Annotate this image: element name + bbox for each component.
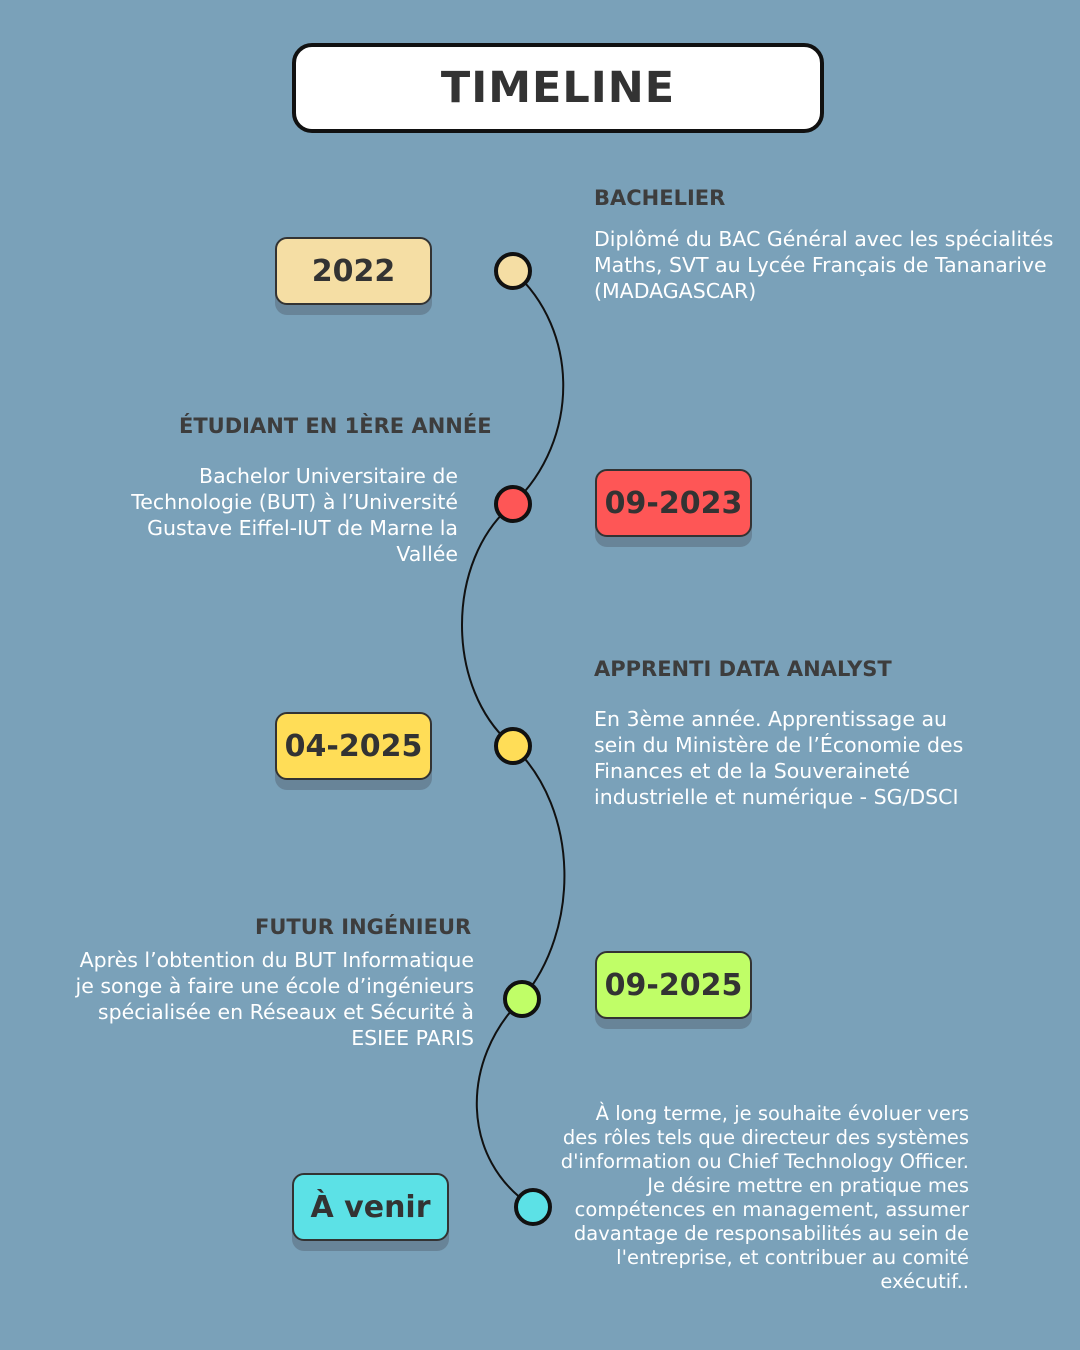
page-title: TIMELINE	[440, 63, 676, 113]
event-description: Après l’obtention du BUT Informatique je…	[75, 948, 474, 1050]
date-badge-a-venir: À venir	[292, 1173, 449, 1241]
event-heading: ÉTUDIANT EN 1ÈRE ANNÉE	[179, 414, 492, 438]
event-description: Bachelor Universitaire de Technologie (B…	[131, 464, 458, 566]
date-badge-04-2025: 04-2025	[275, 712, 432, 780]
event-description: À long terme, je souhaite évoluer vers d…	[560, 1102, 969, 1293]
timeline-node-2022	[494, 252, 532, 290]
event-heading: BACHELIER	[594, 186, 726, 210]
event-heading: FUTUR INGÉNIEUR	[255, 915, 472, 939]
timeline-node-04-2025	[494, 727, 532, 765]
event-heading: APPRENTI DATA ANALYST	[594, 657, 892, 681]
timeline-node-09-2023	[494, 485, 532, 523]
date-label: À venir	[310, 1189, 431, 1225]
timeline-node-a-venir	[514, 1188, 552, 1226]
date-badge-09-2025: 09-2025	[595, 951, 752, 1019]
date-label: 04-2025	[284, 728, 423, 764]
event-description: Diplômé du BAC Général avec les spéciali…	[594, 227, 1054, 303]
title-box: TIMELINE	[292, 43, 824, 133]
date-label: 09-2025	[604, 967, 743, 1003]
event-description: En 3ème année. Apprentissage au sein du …	[594, 707, 964, 809]
date-badge-09-2023: 09-2023	[595, 469, 752, 537]
date-label: 2022	[311, 253, 396, 289]
date-label: 09-2023	[604, 485, 743, 521]
date-badge-2022: 2022	[275, 237, 432, 305]
timeline-node-09-2025	[503, 980, 541, 1018]
